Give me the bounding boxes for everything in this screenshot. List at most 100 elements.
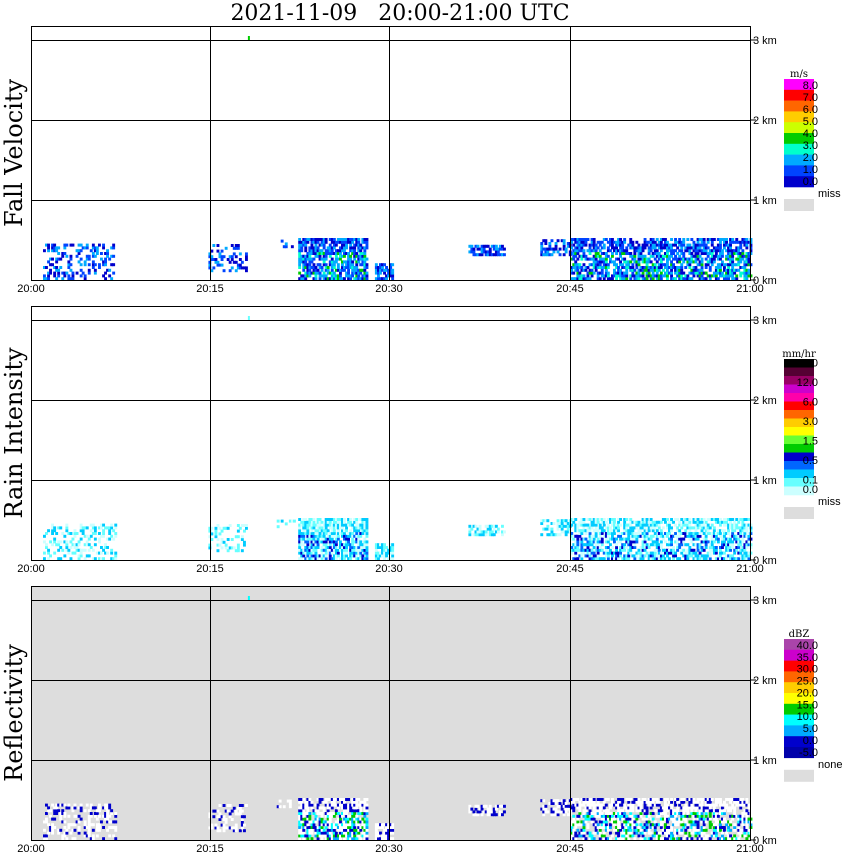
echo-cell	[503, 804, 506, 808]
echo-cell	[576, 243, 580, 247]
echo-cell	[387, 834, 390, 838]
echo-cell	[684, 809, 688, 813]
echo-cell	[617, 798, 620, 801]
echo-cell	[641, 249, 645, 253]
echo-cell	[635, 809, 639, 813]
echo-cell	[735, 546, 739, 549]
echo-cell	[694, 268, 698, 272]
echo-cell	[672, 266, 675, 269]
echo-cell	[664, 263, 667, 267]
echo-cell	[639, 252, 643, 255]
echo-cell	[606, 518, 610, 521]
echo-cell	[712, 238, 716, 241]
echo-cell	[83, 820, 87, 824]
echo-cell	[694, 266, 698, 269]
echo-cell	[719, 249, 722, 253]
echo-cell	[474, 253, 478, 257]
echo-cell	[582, 268, 586, 272]
echo-cell	[655, 540, 659, 544]
echo-cell	[686, 826, 690, 829]
echo-cell	[324, 798, 328, 801]
echo-cell	[719, 551, 722, 555]
echo-cell	[496, 530, 500, 534]
echo-cell	[218, 812, 222, 816]
echo-cell	[735, 534, 739, 538]
echo-cell	[723, 523, 726, 527]
echo-cell	[643, 254, 647, 258]
echo-cell	[670, 837, 673, 841]
echo-cell	[609, 260, 612, 264]
echo-cell	[657, 834, 661, 838]
page-title: 2021-11-09 20:00-21:00 UTC	[230, 1, 570, 26]
echo-cell	[548, 242, 552, 245]
echo-cell	[678, 837, 682, 841]
echo-cell	[590, 534, 594, 538]
echo-cell	[708, 274, 712, 278]
echo-cell	[625, 274, 629, 278]
echo-cell	[110, 254, 114, 258]
echo-cell	[210, 526, 214, 530]
echo-cell	[381, 826, 384, 829]
echo-cell	[635, 271, 639, 275]
echo-cell	[582, 537, 586, 541]
echo-cell	[729, 834, 732, 838]
echo-cell	[743, 800, 747, 804]
echo-cell	[637, 529, 641, 533]
echo-cell	[641, 800, 645, 804]
echo-cell	[332, 277, 336, 281]
echo-cell	[351, 551, 355, 555]
echo-cell	[694, 551, 698, 555]
echo-cell	[645, 518, 649, 521]
echo-cell	[480, 247, 484, 251]
echo-cell	[670, 263, 673, 267]
echo-cell	[222, 823, 226, 827]
echo-cell	[619, 271, 622, 275]
echo-cell	[316, 554, 320, 558]
echo-cell	[606, 240, 610, 244]
echo-cell	[688, 798, 692, 801]
echo-cell	[65, 271, 69, 275]
echo-cell	[496, 804, 500, 808]
echo-cell	[351, 809, 355, 813]
echo-cell	[310, 803, 314, 807]
echo-cell	[604, 798, 608, 801]
echo-cell	[623, 546, 627, 549]
echo-cell	[282, 245, 286, 249]
echo-cell	[716, 557, 720, 561]
echo-cell	[653, 798, 657, 801]
echo-cell	[61, 532, 65, 535]
echo-cell	[704, 271, 708, 275]
echo-cell	[357, 543, 361, 547]
echo-cell	[328, 526, 332, 530]
echo-cell	[363, 803, 367, 807]
echo-cell	[716, 532, 720, 535]
echo-cell	[637, 277, 641, 281]
echo-cell	[686, 823, 690, 827]
echo-cell	[216, 538, 220, 541]
echo-cell	[240, 549, 244, 553]
echo-cell	[318, 252, 322, 255]
echo-cell	[385, 831, 388, 835]
echo-cell	[666, 254, 669, 258]
echo-cell	[349, 240, 353, 244]
echo-cell	[334, 243, 338, 247]
echo-cell	[332, 803, 336, 807]
echo-cell	[106, 526, 109, 530]
echo-cell	[700, 520, 704, 524]
echo-cell	[747, 274, 751, 278]
echo-cell	[633, 800, 637, 804]
echo-cell	[727, 268, 730, 272]
echo-cell	[312, 540, 316, 544]
echo-cell	[688, 831, 692, 835]
echo-cell	[737, 526, 741, 530]
echo-cell	[580, 238, 584, 241]
echo-cell	[324, 274, 328, 278]
echo-cell	[391, 831, 395, 835]
echo-cell	[379, 263, 382, 267]
echo-cell	[741, 518, 745, 521]
echo-cell	[379, 543, 382, 547]
echo-cell	[53, 817, 57, 821]
echo-cell	[651, 523, 655, 527]
echo-cell	[210, 269, 214, 273]
echo-cell	[110, 809, 114, 813]
